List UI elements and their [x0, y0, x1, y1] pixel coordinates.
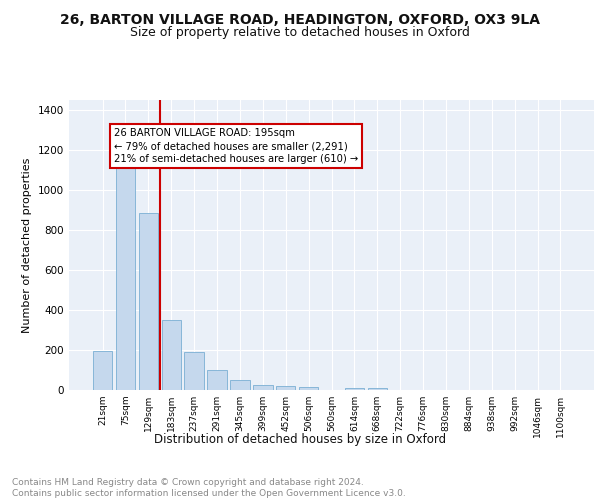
Text: 26, BARTON VILLAGE ROAD, HEADINGTON, OXFORD, OX3 9LA: 26, BARTON VILLAGE ROAD, HEADINGTON, OXF… — [60, 12, 540, 26]
Bar — [276, 386, 295, 390]
Bar — [139, 214, 158, 390]
Bar — [93, 350, 112, 390]
Bar — [253, 385, 272, 390]
Bar — [344, 388, 364, 390]
Y-axis label: Number of detached properties: Number of detached properties — [22, 158, 32, 332]
Bar — [116, 166, 135, 390]
Text: Contains HM Land Registry data © Crown copyright and database right 2024.
Contai: Contains HM Land Registry data © Crown c… — [12, 478, 406, 498]
Bar — [208, 370, 227, 390]
Bar — [368, 388, 387, 390]
Bar — [299, 387, 319, 390]
Text: 26 BARTON VILLAGE ROAD: 195sqm
← 79% of detached houses are smaller (2,291)
21% : 26 BARTON VILLAGE ROAD: 195sqm ← 79% of … — [114, 128, 358, 164]
Bar — [184, 352, 204, 390]
Bar — [161, 320, 181, 390]
Text: Distribution of detached houses by size in Oxford: Distribution of detached houses by size … — [154, 432, 446, 446]
Bar — [230, 380, 250, 390]
Text: Size of property relative to detached houses in Oxford: Size of property relative to detached ho… — [130, 26, 470, 39]
